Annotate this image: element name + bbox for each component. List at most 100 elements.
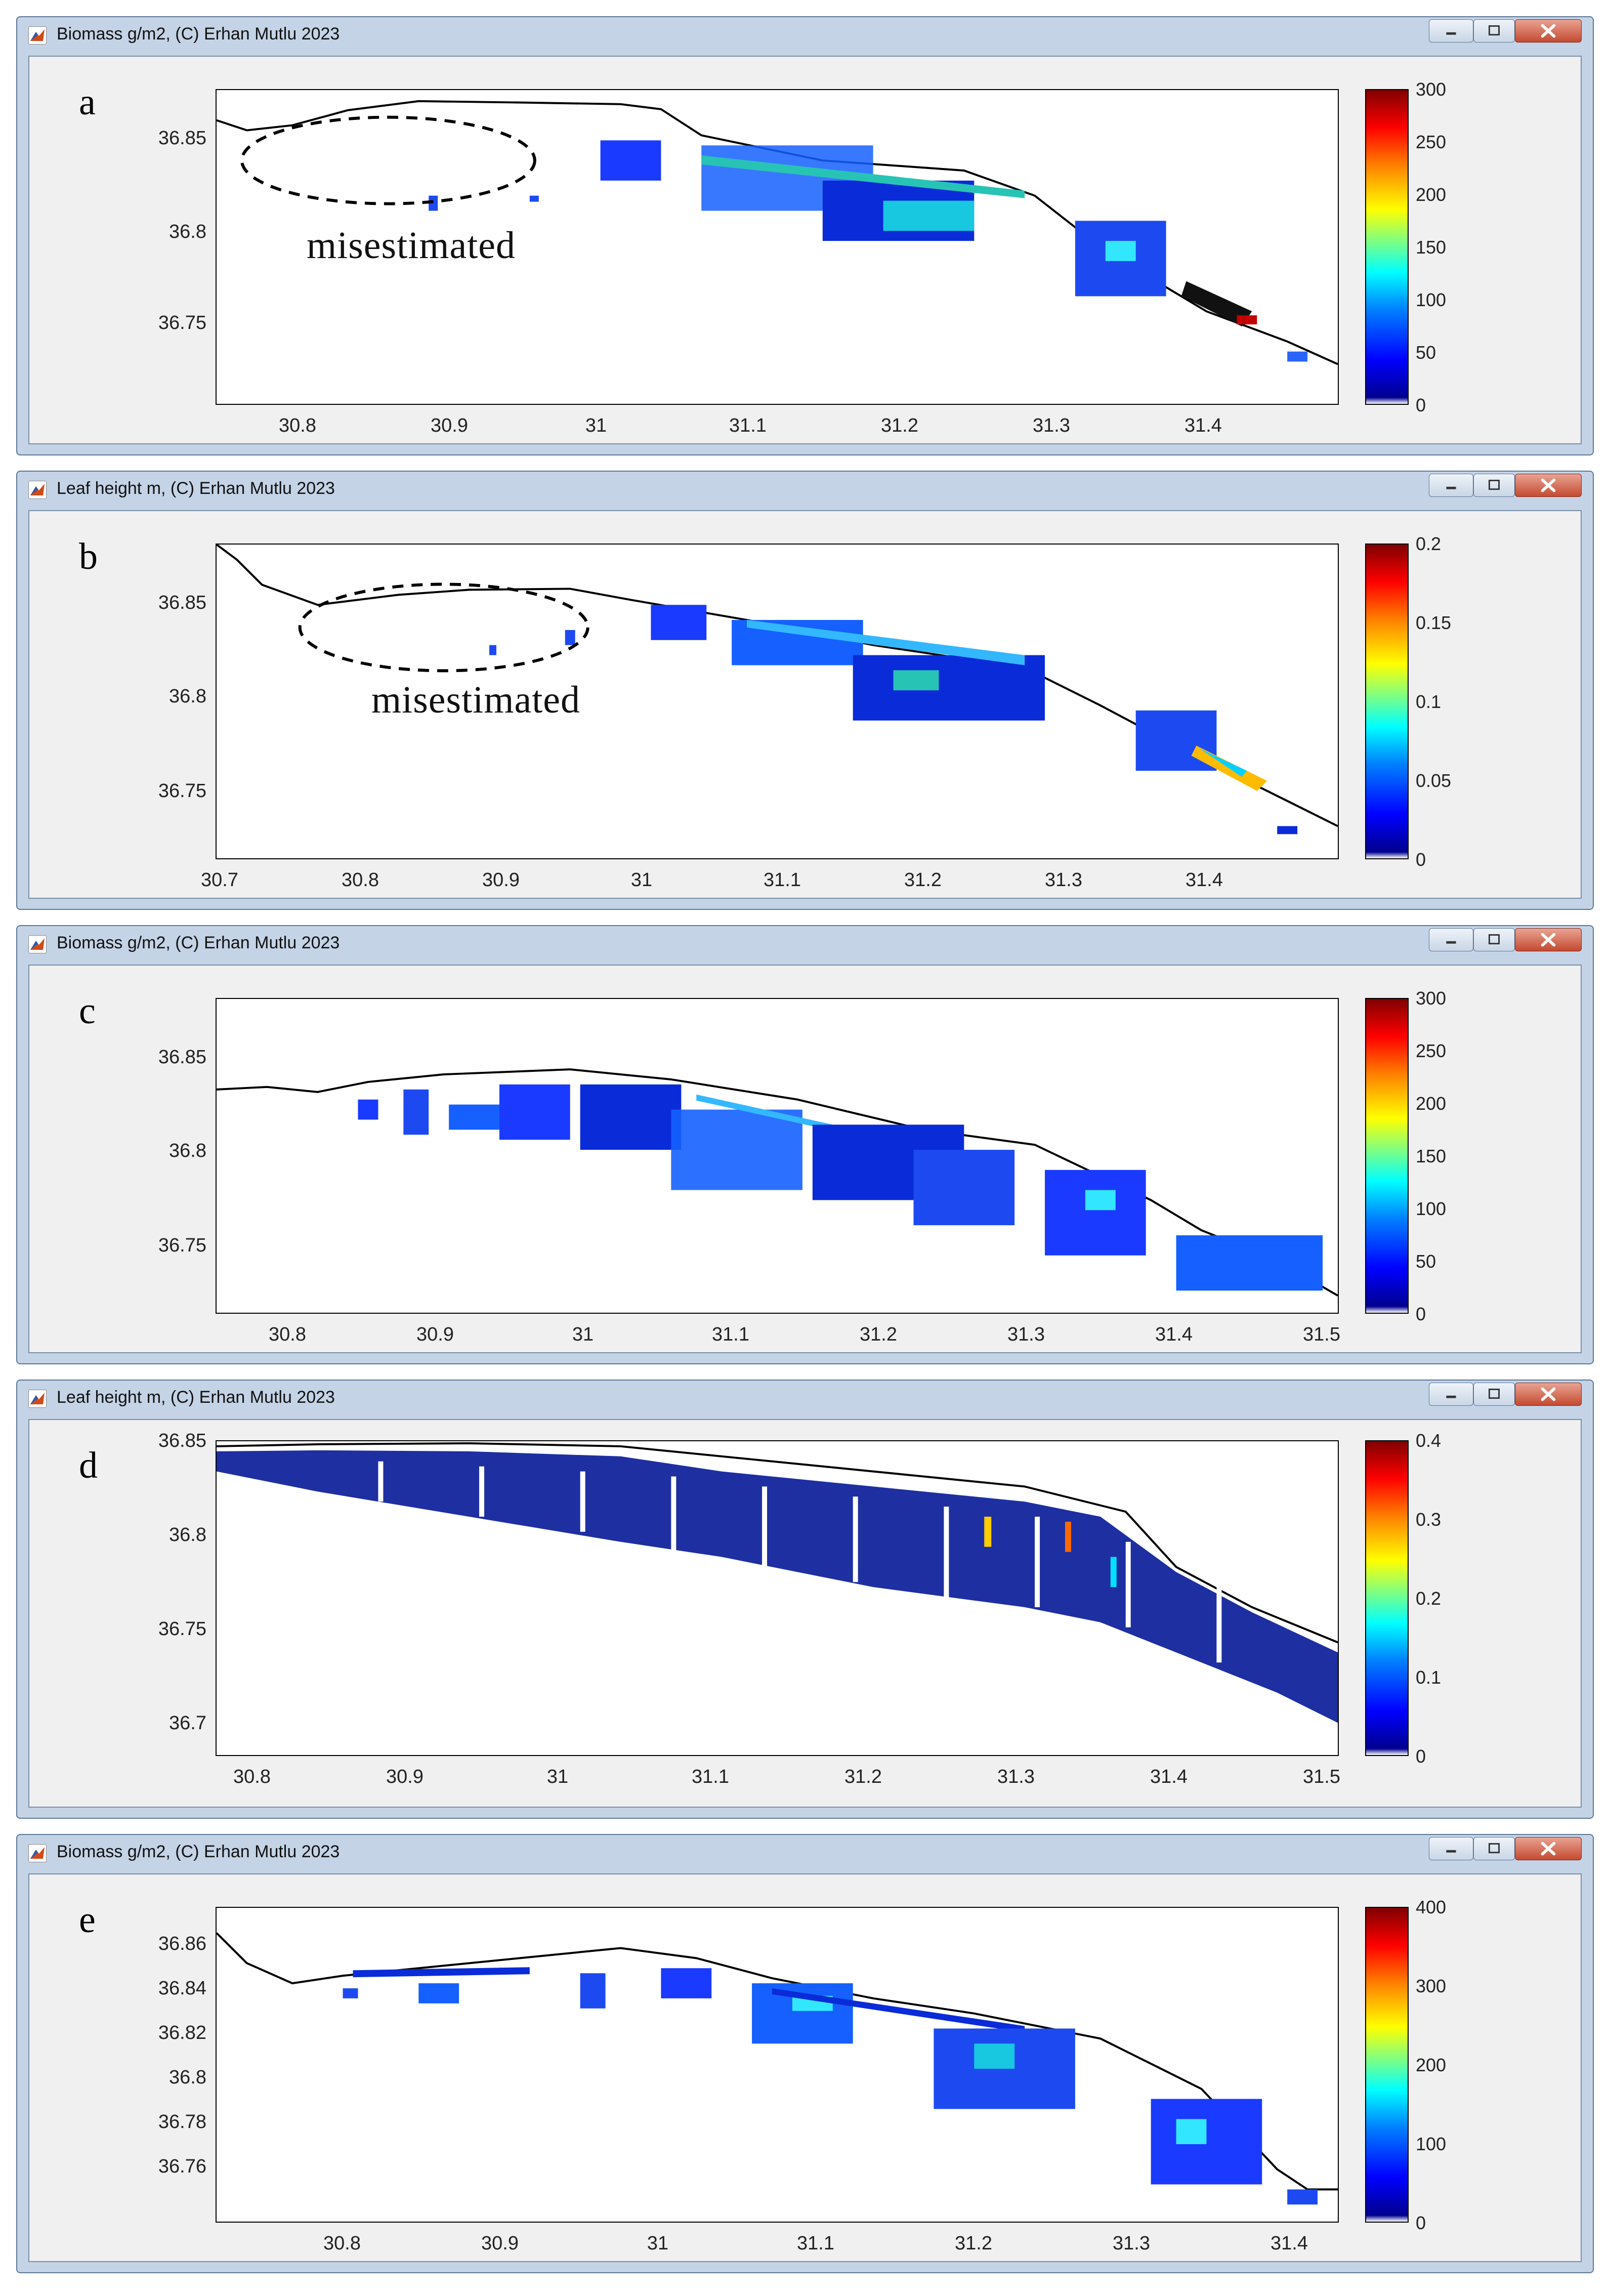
minimize-button[interactable]: [1429, 1383, 1473, 1406]
survey-track-gaps: [378, 1461, 1222, 1663]
map-axes: [216, 1440, 1339, 1756]
colorbar-tick-label: 250: [1416, 132, 1447, 152]
title-bar[interactable]: Biomass g/m2, (C) Erhan Mutlu 2023: [17, 926, 1593, 963]
maximize-icon: [1489, 934, 1500, 945]
x-tick-label: 30.8: [323, 2233, 361, 2254]
figure-canvas: c 36.85 3: [28, 965, 1582, 1353]
misestimated-annotation: misestimated: [307, 224, 516, 267]
x-tick-label: 31: [585, 415, 607, 436]
close-button[interactable]: [1515, 19, 1582, 43]
figure-window-e: Biomass g/m2, (C) Erhan Mutlu 2023 e: [16, 1834, 1594, 2273]
x-tick-label: 30.8: [269, 1324, 306, 1345]
close-icon: [1541, 1387, 1556, 1401]
figure-canvas: d: [28, 1419, 1582, 1808]
title-bar[interactable]: Leaf height m, (C) Erhan Mutlu 2023: [17, 1381, 1593, 1417]
x-tick-label: 31.2: [955, 2233, 992, 2254]
y-tick-label: 36.75: [158, 1235, 206, 1256]
panel-label: a: [79, 81, 96, 123]
minimize-icon: [1446, 1395, 1456, 1398]
x-tick-label: 31: [630, 869, 653, 891]
y-tick-label: 36.8: [169, 1524, 206, 1546]
figure-window-a: Biomass g/m2, (C) Erhan Mutlu 2023 a: [16, 16, 1594, 455]
close-button[interactable]: [1515, 1837, 1582, 1860]
x-tick-label: 31.4: [1270, 2233, 1308, 2254]
window-title: Biomass g/m2, (C) Erhan Mutlu 2023: [57, 1842, 340, 1861]
minimize-button[interactable]: [1429, 1837, 1473, 1860]
x-tick-label: 31.2: [844, 1766, 882, 1787]
y-tick-label: 36.85: [158, 128, 206, 149]
misestimated-annotation: misestimated: [371, 679, 581, 721]
figure-window-d: Leaf height m, (C) Erhan Mutlu 2023 d: [16, 1380, 1594, 1819]
y-tick-label: 36.85: [158, 1047, 206, 1068]
colorbar-tick-label: 0.15: [1416, 612, 1452, 633]
close-button[interactable]: [1515, 474, 1582, 497]
leaf-height-hotspot: [1065, 1521, 1071, 1552]
colorbar-tick-label: 0.2: [1416, 1588, 1442, 1609]
panel-label: b: [79, 536, 98, 577]
matlab-figure-icon: [28, 1390, 47, 1408]
maximize-button[interactable]: [1473, 19, 1515, 43]
leaf-height-hotspot: [1110, 1557, 1117, 1588]
matlab-figure-icon: [28, 481, 47, 499]
x-tick-label: 31: [572, 1324, 594, 1345]
y-tick-label: 36.86: [158, 1933, 206, 1954]
title-bar[interactable]: Leaf height m, (C) Erhan Mutlu 2023: [17, 472, 1593, 508]
colorbar-tick-label: 0: [1416, 2212, 1426, 2233]
panel-label: c: [79, 990, 96, 1032]
colorbar-tick-label: 150: [1416, 1146, 1447, 1166]
minimize-button[interactable]: [1429, 19, 1473, 43]
window-title: Biomass g/m2, (C) Erhan Mutlu 2023: [57, 933, 340, 952]
minimize-icon: [1446, 1850, 1456, 1853]
x-tick-label: 30.8: [342, 869, 379, 891]
colorbar-tick-label: 0: [1416, 1746, 1426, 1767]
x-tick-label: 31.4: [1150, 1766, 1188, 1787]
colorbar-tick-label: 0.1: [1416, 1667, 1442, 1688]
colorbar-tick-label: 100: [1416, 2134, 1447, 2154]
figure-window-c: Biomass g/m2, (C) Erhan Mutlu 2023 c: [16, 925, 1594, 1364]
colorbar-tick-label: 0: [1416, 849, 1426, 870]
x-tick-label: 30.9: [386, 1766, 423, 1787]
colorbar-tick-label: 0.2: [1416, 533, 1442, 554]
x-tick-label: 31.3: [1007, 1324, 1045, 1345]
x-tick-label: 31.2: [860, 1324, 897, 1345]
x-tick-label: 30.7: [201, 869, 238, 891]
maximize-icon: [1489, 1843, 1500, 1854]
minimize-button[interactable]: [1429, 928, 1473, 951]
window-title: Biomass g/m2, (C) Erhan Mutlu 2023: [57, 24, 340, 44]
colorbar-tick-label: 0.3: [1416, 1509, 1442, 1530]
colorbar-tick-label: 300: [1416, 988, 1447, 1009]
title-bar[interactable]: Biomass g/m2, (C) Erhan Mutlu 2023: [17, 1835, 1593, 1871]
close-button[interactable]: [1515, 928, 1582, 951]
colorbar: [1365, 998, 1409, 1314]
maximize-button[interactable]: [1473, 928, 1515, 951]
figure-canvas: a mi: [28, 56, 1582, 444]
minimize-icon: [1446, 486, 1456, 489]
x-tick-label: 31.5: [1303, 1766, 1340, 1787]
close-button[interactable]: [1515, 1383, 1582, 1406]
title-bar[interactable]: Biomass g/m2, (C) Erhan Mutlu 2023: [17, 17, 1593, 54]
colorbar: [1365, 1440, 1409, 1756]
x-tick-label: 31.2: [881, 415, 918, 436]
maximize-button[interactable]: [1473, 1837, 1515, 1860]
y-tick-label: 36.75: [158, 780, 206, 802]
y-tick-label: 36.75: [158, 312, 206, 333]
colorbar-tick-label: 100: [1416, 289, 1447, 310]
colorbar-tick-label: 100: [1416, 1198, 1447, 1219]
x-tick-label: 31.3: [1113, 2233, 1150, 2254]
x-tick-label: 31.5: [1303, 1324, 1340, 1345]
maximize-button[interactable]: [1473, 1383, 1515, 1406]
close-icon: [1541, 24, 1556, 38]
colorbar-tick-label: 0: [1416, 395, 1426, 415]
y-tick-label: 36.84: [158, 1978, 206, 1999]
colorbar-tick-label: 250: [1416, 1040, 1447, 1061]
y-tick-label: 36.85: [158, 1430, 206, 1451]
y-tick-label: 36.8: [169, 1140, 206, 1161]
x-tick-label: 30.8: [279, 415, 316, 436]
window-title: Leaf height m, (C) Erhan Mutlu 2023: [57, 1388, 335, 1407]
minimize-button[interactable]: [1429, 474, 1473, 497]
colorbar: [1365, 89, 1409, 405]
colorbar-tick-label: 400: [1416, 1897, 1447, 1917]
maximize-button[interactable]: [1473, 474, 1515, 497]
minimize-icon: [1446, 941, 1456, 944]
colorbar-tick-label: 300: [1416, 79, 1447, 100]
